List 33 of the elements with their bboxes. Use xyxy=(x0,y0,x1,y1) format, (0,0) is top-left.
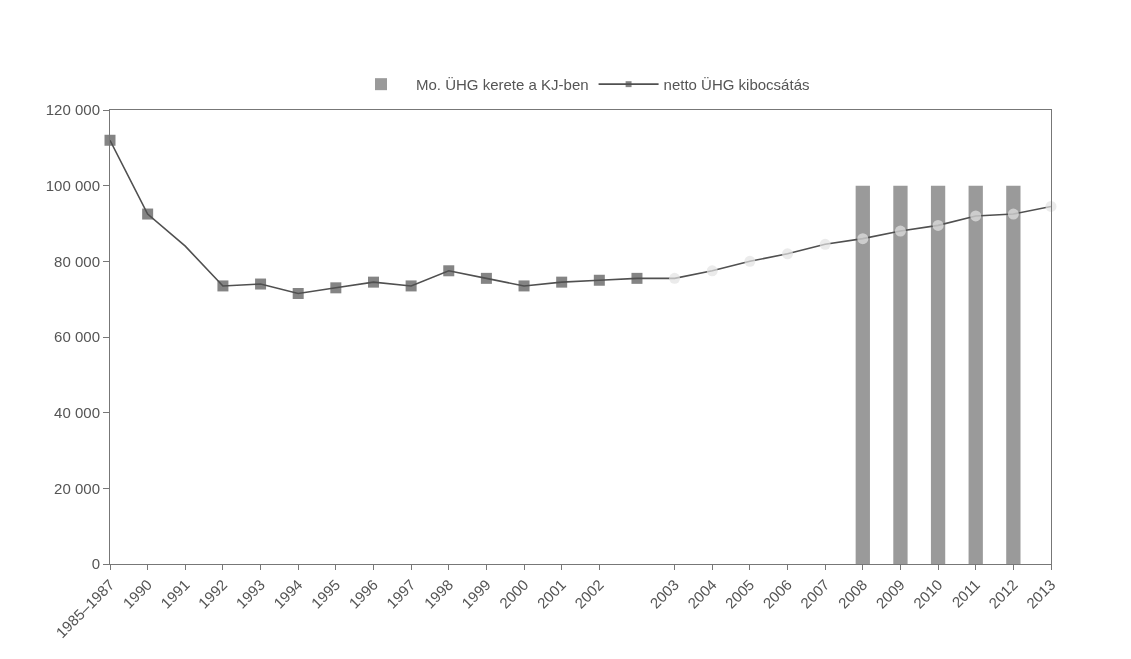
legend-label: netto ÜHG kibocsátás xyxy=(663,76,810,94)
point xyxy=(367,276,379,288)
y-tick-label: 20 000 xyxy=(54,479,100,497)
y-tick-label: 100 000 xyxy=(45,176,100,194)
point xyxy=(480,272,492,284)
point xyxy=(857,233,869,245)
y-tick-label: 40 000 xyxy=(54,403,100,421)
legend-label: Mo. ÜHG kerete a KJ-ben xyxy=(416,76,589,94)
point xyxy=(556,276,568,288)
point xyxy=(782,248,794,260)
point xyxy=(631,272,643,284)
point xyxy=(330,282,342,294)
point xyxy=(706,265,718,277)
point xyxy=(1007,208,1019,220)
point xyxy=(744,255,756,267)
point xyxy=(142,208,154,220)
point xyxy=(932,219,944,231)
y-tick-label: 80 000 xyxy=(54,252,100,270)
point xyxy=(669,272,681,284)
y-tick-label: 60 000 xyxy=(54,328,100,346)
point xyxy=(104,134,116,146)
point xyxy=(593,274,605,286)
point xyxy=(970,210,982,222)
point xyxy=(894,225,906,237)
point xyxy=(292,287,304,299)
point xyxy=(405,280,417,292)
point xyxy=(443,265,455,277)
point xyxy=(819,238,831,250)
point xyxy=(518,280,530,292)
point xyxy=(217,280,229,292)
y-tick-label: 120 000 xyxy=(45,101,100,119)
point xyxy=(255,278,267,290)
y-tick-label: 0 xyxy=(91,555,100,573)
